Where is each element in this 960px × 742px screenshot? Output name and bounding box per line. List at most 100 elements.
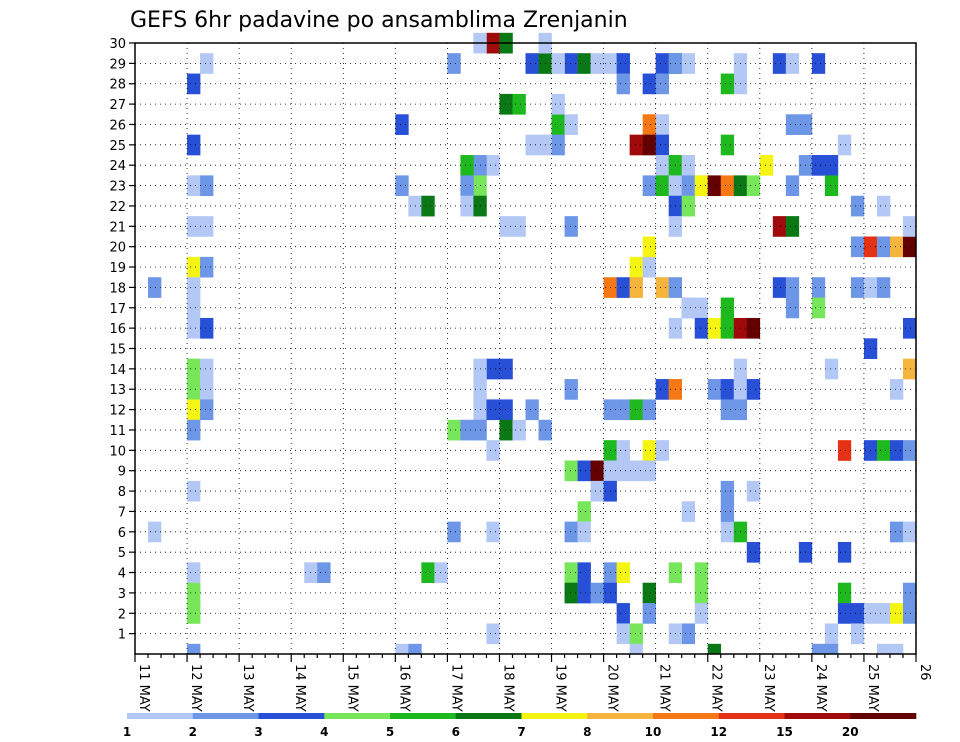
heatmap-cell: [720, 480, 735, 502]
heatmap-cell: [629, 277, 643, 298]
heatmap-cell: [564, 53, 578, 74]
heatmap-cell: [564, 114, 578, 135]
x-tick-label: 21 MAY: [657, 664, 672, 712]
heatmap-cell: [616, 399, 630, 421]
heatmap-cell: [720, 134, 735, 156]
y-tick-label: 8: [118, 485, 126, 500]
heatmap-cell: [187, 419, 201, 441]
heatmap-cell: [616, 623, 630, 645]
heatmap-cell: [707, 175, 722, 197]
heatmap-cell: [785, 175, 800, 197]
heatmap-cell: [876, 195, 891, 217]
heatmap-cell: [707, 643, 722, 655]
x-tick-label: 23 MAY: [761, 664, 776, 712]
heatmap-cell: [746, 541, 761, 563]
heatmap-cell: [759, 155, 774, 176]
heatmap-cell: [551, 53, 565, 74]
heatmap-cell: [629, 399, 643, 421]
heatmap-cell: [655, 379, 669, 400]
heatmap-cell: [616, 440, 630, 461]
heatmap-cell: [811, 277, 826, 298]
y-tick-label: 12: [109, 404, 126, 419]
heatmap-cell: [772, 53, 787, 74]
x-tick-label: 26: [917, 664, 932, 681]
heatmap-cell: [902, 216, 917, 237]
heatmap-cell: [642, 582, 656, 604]
heatmap-cell: [694, 317, 709, 339]
x-tick-label: 11 MAY: [136, 664, 151, 712]
heatmap-cell: [694, 603, 709, 624]
heatmap-cell: [655, 134, 669, 156]
color-legend: 1 2 3 4 5 6 7 8 10 12 15 20: [123, 713, 917, 739]
heatmap-cell: [655, 73, 669, 95]
legend-swatch: [455, 713, 522, 719]
heatmap-cell: [824, 623, 839, 645]
heatmap-cell: [785, 114, 800, 135]
heatmap-cell: [187, 582, 201, 604]
heatmap-cell: [694, 175, 709, 197]
legend-label: 20: [842, 725, 859, 739]
heatmap-cell: [785, 53, 800, 74]
heatmap-cell: [564, 521, 578, 543]
legend-swatch: [587, 713, 654, 719]
heatmap-cell: [694, 562, 709, 584]
heatmap-cell: [395, 114, 409, 135]
heatmap-cell: [681, 297, 696, 319]
heatmap-cell: [187, 562, 201, 584]
heatmap-cell: [876, 277, 891, 298]
heatmap-cell: [655, 440, 669, 461]
heatmap-cell: [200, 216, 214, 237]
heatmap-cell: [616, 277, 630, 298]
y-axis: 1234567891011121314151617181920212223242…: [109, 37, 135, 643]
heatmap-cell: [655, 114, 669, 135]
heatmap-cell: [512, 216, 526, 237]
x-tick-label: 22 MAY: [709, 664, 724, 712]
heatmap-cell: [187, 603, 201, 624]
heatmap-cell: [707, 317, 722, 339]
heatmap-cell: [655, 53, 669, 74]
heatmap-cell: [681, 623, 696, 645]
heatmap-cell: [200, 53, 214, 74]
heatmap-cell: [564, 582, 578, 604]
heatmap-cell: [876, 236, 891, 258]
heatmap-cell: [395, 643, 409, 655]
heatmap-cell: [850, 195, 865, 217]
legend-label: 4: [320, 725, 328, 739]
heatmap-cell: [486, 623, 500, 645]
heatmap-cell: [525, 399, 539, 421]
heatmap-cell: [187, 317, 201, 339]
y-tick-label: 28: [109, 78, 126, 93]
y-tick-label: 1: [118, 628, 126, 643]
heatmap-cell: [642, 399, 656, 421]
heatmap-cell: [746, 175, 761, 197]
y-tick-label: 4: [118, 567, 126, 582]
y-tick-label: 23: [109, 180, 126, 195]
y-tick-label: 13: [109, 383, 126, 398]
heatmap-cell: [187, 643, 201, 655]
heatmap-cell: [811, 643, 826, 655]
x-tick-label: 19 MAY: [553, 664, 568, 712]
heatmap-cell: [902, 440, 917, 461]
heatmap-cell: [785, 297, 800, 319]
heatmap-cell: [655, 277, 669, 298]
heatmap-cell: [499, 358, 513, 380]
heatmap-cell: [499, 419, 513, 441]
heatmap-cell: [187, 480, 201, 502]
y-tick-label: 24: [109, 159, 126, 174]
heatmap-cell: [889, 603, 904, 624]
heatmap-cell: [564, 562, 578, 584]
heatmap-cell: [421, 195, 435, 217]
x-tick-label: 25 MAY: [865, 664, 880, 712]
heatmap-cell: [395, 175, 409, 197]
heatmap-cell: [824, 358, 839, 380]
legend-swatch: [521, 713, 588, 719]
heatmap-cell: [902, 236, 917, 258]
heatmap-cell: [746, 480, 761, 502]
heatmap-cell: [460, 195, 474, 217]
legend-label: 6: [452, 725, 460, 739]
heatmap-cell: [681, 501, 696, 522]
chart-title: GEFS 6hr padavine po ansamblima Zrenjani…: [130, 8, 628, 33]
heatmap-cell: [642, 256, 656, 278]
heatmap-cell: [720, 521, 735, 543]
legend-swatch: [718, 713, 785, 719]
